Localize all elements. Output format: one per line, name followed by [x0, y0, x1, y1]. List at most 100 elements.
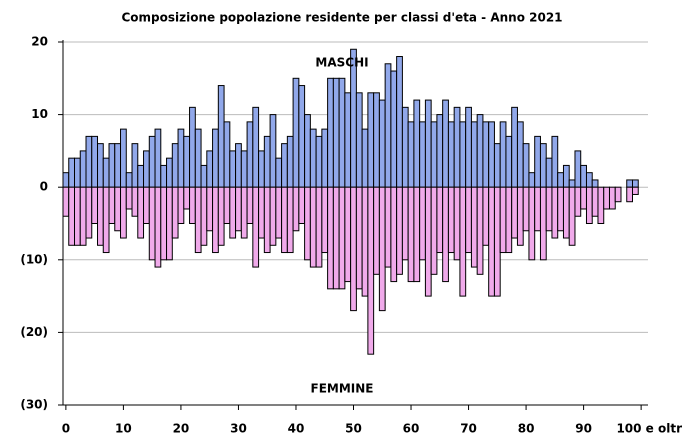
bar — [424, 186, 432, 297]
bar — [551, 135, 559, 188]
bar — [499, 121, 507, 188]
bar — [229, 150, 237, 188]
bar — [470, 121, 478, 188]
bar — [396, 56, 403, 188]
bar — [430, 121, 438, 188]
bar — [338, 77, 346, 188]
bar — [62, 172, 70, 188]
y-tick-label: 0 — [40, 180, 48, 194]
bar — [505, 186, 513, 254]
bar — [332, 77, 340, 188]
x-tick-label: 70 — [460, 422, 477, 436]
bar — [580, 186, 587, 210]
bar — [309, 128, 317, 188]
bar — [143, 150, 150, 188]
bar — [626, 186, 633, 203]
bar — [275, 157, 283, 188]
bar — [493, 143, 501, 188]
bar — [585, 172, 593, 188]
bar — [522, 143, 530, 188]
bar — [171, 143, 179, 188]
bar — [539, 186, 547, 261]
bar — [401, 186, 409, 261]
bar — [102, 157, 110, 188]
bar — [79, 150, 87, 188]
bar — [591, 179, 599, 188]
bar — [419, 121, 426, 188]
bar — [275, 186, 283, 239]
bar — [269, 114, 277, 188]
bar — [235, 186, 242, 232]
bar — [608, 186, 616, 210]
bar — [240, 186, 248, 239]
bar — [68, 186, 76, 246]
bar — [154, 128, 162, 188]
bar — [470, 186, 478, 268]
bar — [137, 164, 145, 188]
bar — [298, 186, 306, 224]
bar — [148, 186, 156, 261]
bar — [511, 186, 518, 239]
bar — [442, 99, 449, 188]
bar — [263, 135, 271, 188]
bar — [516, 186, 524, 246]
bar — [436, 114, 444, 188]
bar — [332, 186, 340, 290]
bar — [125, 186, 133, 210]
bar — [223, 186, 231, 224]
series-label: FEMMINE — [311, 382, 374, 396]
bar — [212, 128, 219, 188]
bar — [413, 186, 421, 283]
bar — [545, 186, 553, 232]
bar — [212, 186, 219, 254]
bar — [344, 186, 352, 283]
bar — [361, 186, 369, 297]
bar — [401, 106, 409, 188]
bar — [85, 186, 93, 239]
y-tick-label: (20) — [20, 325, 48, 339]
bar — [246, 121, 254, 188]
bar — [493, 186, 501, 297]
bar — [442, 186, 449, 283]
bar — [465, 106, 472, 188]
bar — [545, 157, 553, 188]
bar — [447, 186, 455, 254]
bar — [327, 77, 334, 188]
bar — [160, 186, 168, 261]
bar — [488, 186, 495, 297]
bar — [74, 157, 81, 188]
y-tick-label: (10) — [20, 252, 48, 266]
bar — [258, 150, 265, 188]
bar — [534, 135, 541, 188]
bar — [304, 114, 311, 188]
bar — [574, 150, 582, 188]
bar — [557, 186, 564, 232]
bar — [91, 135, 99, 188]
bar — [189, 106, 196, 188]
chart-title: Composizione popolazione residente per c… — [121, 11, 562, 25]
bar — [373, 92, 380, 188]
bar — [321, 186, 329, 254]
bar — [281, 186, 288, 254]
bar — [528, 186, 536, 261]
bar — [102, 186, 110, 254]
bar — [631, 179, 639, 188]
bar — [223, 121, 231, 188]
bar — [321, 128, 329, 188]
bar — [516, 121, 524, 188]
bar — [177, 186, 185, 224]
bar — [108, 186, 116, 224]
bar — [585, 186, 593, 224]
bar — [114, 186, 122, 232]
x-tick-label: 80 — [518, 422, 535, 436]
bar — [522, 186, 530, 232]
x-tick-label: 90 — [575, 422, 592, 436]
bar — [143, 186, 150, 224]
bar — [189, 186, 196, 224]
bar — [390, 186, 398, 283]
bar — [194, 186, 202, 254]
bar — [235, 143, 242, 188]
bar — [534, 186, 541, 232]
bar — [194, 128, 202, 188]
